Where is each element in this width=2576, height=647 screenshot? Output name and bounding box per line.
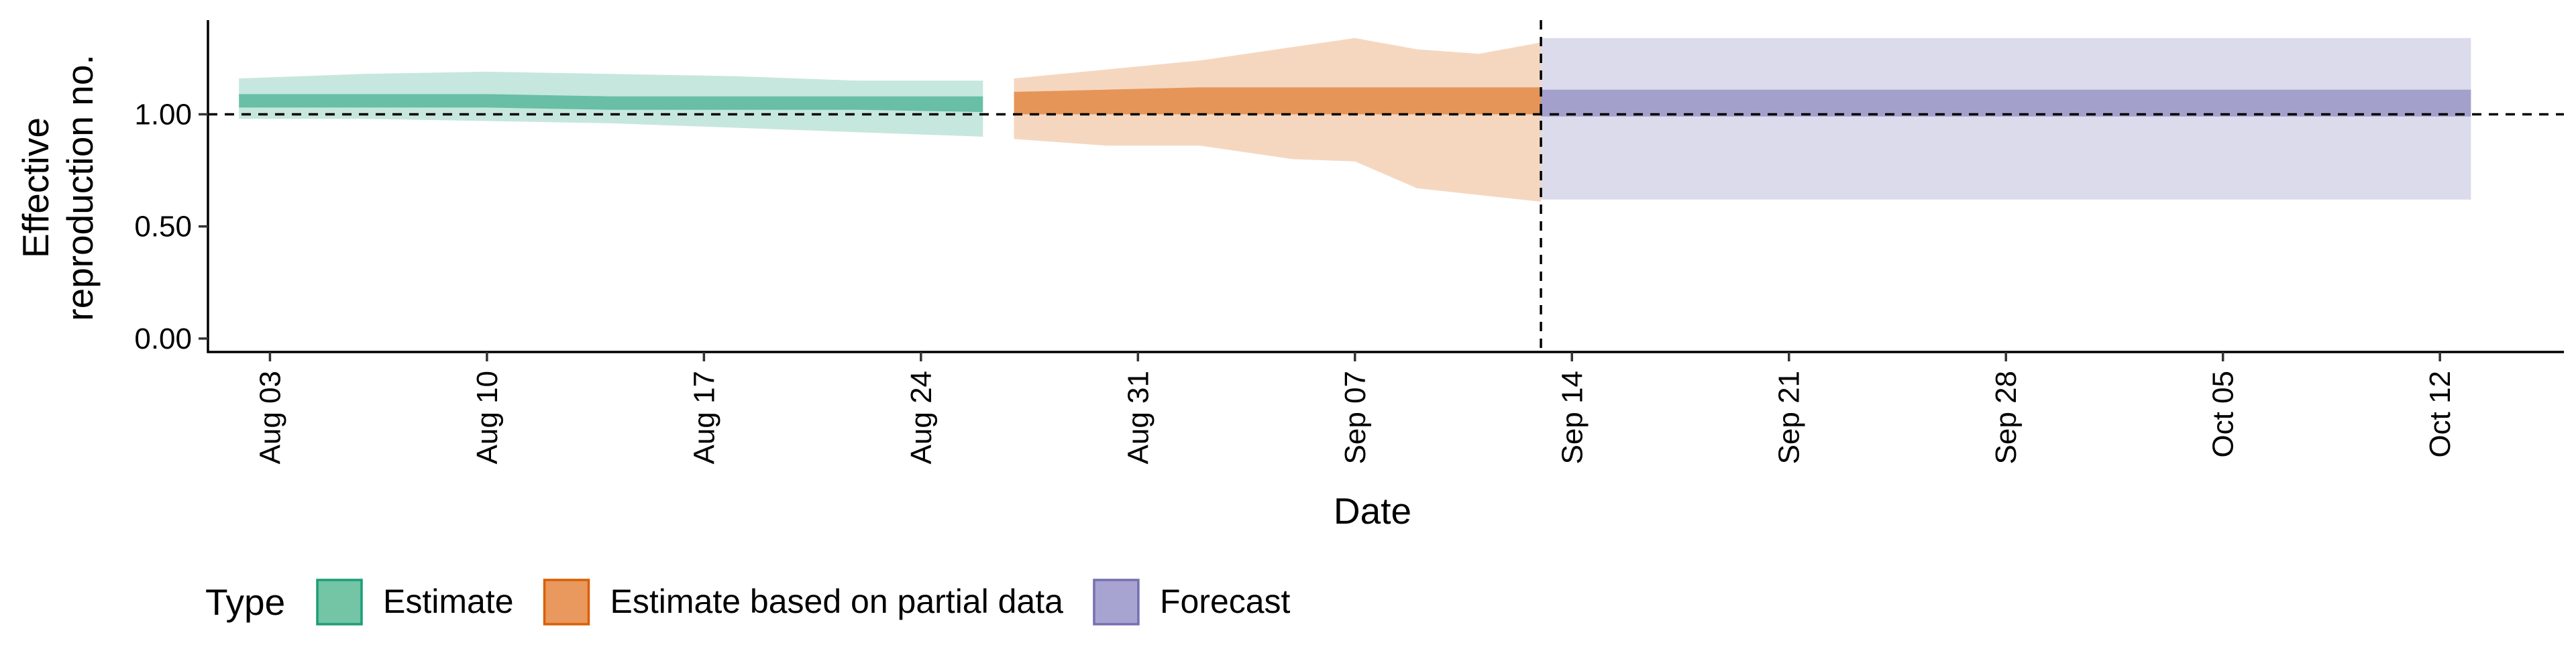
legend: Type Estimate Estimate based on partial da…	[205, 579, 1291, 626]
x-tick-label: Aug 03	[254, 371, 286, 464]
reference-lines-layer	[208, 20, 2564, 352]
y-tick-label: 1.00	[134, 98, 192, 131]
x-tick-label: Sep 28	[1990, 371, 2023, 464]
legend-swatch	[543, 579, 590, 626]
x-tick-label: Aug 24	[905, 371, 938, 464]
legend-label: Estimate based on partial data	[610, 583, 1064, 620]
estimate-50-band	[239, 94, 983, 113]
forecast-50-band	[1541, 89, 2471, 117]
x-tick-label: Sep 07	[1339, 371, 1372, 464]
legend-swatch	[1093, 579, 1140, 626]
legend-swatch	[316, 579, 363, 626]
legend-label: Estimate	[383, 583, 514, 620]
x-tick-label: Oct 12	[2424, 371, 2457, 458]
axis-labels-layer: 0.00 0.50 1.00 Aug 03 Aug 10 Aug 17 Aug 24 Aug …	[15, 54, 2457, 532]
y-tick-label: 0.00	[134, 322, 192, 355]
axes-layer	[199, 20, 2564, 361]
x-tick-label: Sep 14	[1556, 371, 1589, 464]
estimate-based-on-partial-data-50-band	[1014, 87, 1542, 115]
bands-layer	[239, 38, 2471, 202]
y-axis-title: Effectivereproduction no.	[15, 54, 101, 321]
x-axis-title: Date	[1334, 490, 1411, 532]
x-tick-label: Aug 17	[688, 371, 720, 464]
x-tick-label: Aug 31	[1122, 371, 1155, 464]
estimate-based-on-partial-data-90-band	[1014, 38, 1542, 202]
legend-label: Forecast	[1160, 583, 1291, 620]
y-axis-title-line: reproduction no.	[59, 54, 101, 321]
forecast-90-band	[1541, 38, 2471, 200]
x-tick-label: Sep 21	[1773, 371, 1806, 464]
x-tick-label: Aug 10	[471, 371, 504, 464]
legend-title: Type	[205, 581, 285, 623]
x-tick-label: Oct 05	[2207, 371, 2240, 458]
legend-entry: Estimate	[316, 579, 514, 626]
y-tick-label: 0.50	[134, 211, 192, 243]
legend-entry: Estimate based on partial data	[543, 579, 1064, 626]
y-axis-title-line: Effective	[15, 117, 56, 258]
legend-entry: Forecast	[1093, 579, 1291, 626]
